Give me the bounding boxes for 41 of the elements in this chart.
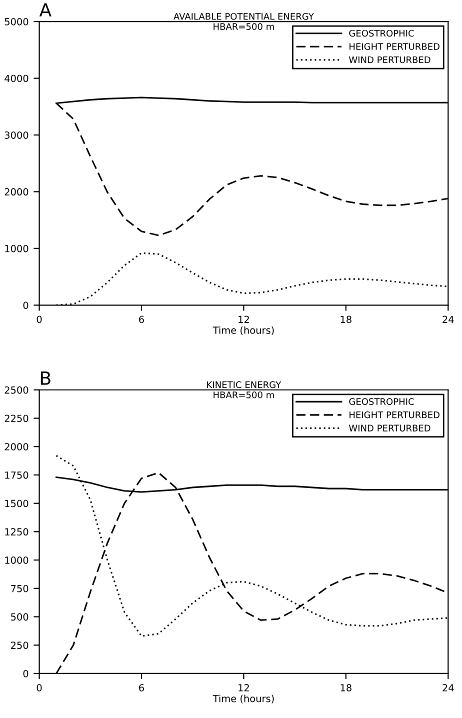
x-tick-label: 12 [238,316,249,323]
x-tick-label: 18 [340,684,352,692]
y-tick-label: 4000 [4,74,28,82]
y-tick-label: 5000 [4,18,28,26]
x-tick-label: 24 [442,684,454,692]
chart-title: AVAILABLE POTENTIAL ENERGY [174,12,314,20]
y-tick-label: 1000 [5,244,28,252]
chart-subtitle: HBAR=500 m [214,23,274,30]
y-tick-label: 1000 [5,556,28,564]
y-tick-label: 1500 [5,500,28,508]
legend-label: WIND PERTURBED [348,424,430,432]
x-tick-label: 0 [36,316,42,324]
y-tick-label: 3000 [4,131,28,139]
y-tick-label: 1750 [5,471,28,479]
y-tick-label: 2250 [4,414,28,422]
x-axis-title: Time (hours) [212,326,274,336]
y-tick-label: 250 [11,642,28,649]
legend-label: GEOSTROPHIC [349,398,414,405]
x-tick-label: 24 [442,316,454,323]
y-tick-label: 0 [23,670,28,678]
legend-label: GEOSTROPHIC [349,30,414,37]
text: A [39,3,52,16]
x-tick-label: 12 [238,684,249,692]
text: B [41,372,50,385]
x-tick-label: 6 [139,316,144,324]
x-tick-label: 6 [139,684,144,692]
y-tick-label: 2500 [4,386,28,394]
legend-label: WIND PERTURBED [348,56,430,64]
chart-title: KINETIC ENERGY [207,381,282,388]
y-tick-label: 2000 [4,443,28,450]
chart-subtitle: HBAR=500 m [214,391,274,398]
x-tick-label: 18 [340,316,352,324]
y-tick-label: 1250 [5,528,28,536]
x-axis-title: Time (hours) [212,694,274,704]
legend-label: HEIGHT PERTURBED [350,411,440,418]
y-tick-label: 2000 [4,188,28,196]
x-tick-label: 0 [36,684,42,692]
legend-label: HEIGHT PERTURBED [350,43,440,50]
y-tick-label: 750 [11,584,28,592]
y-tick-label: 0 [23,302,28,309]
y-tick-label: 500 [11,613,28,621]
